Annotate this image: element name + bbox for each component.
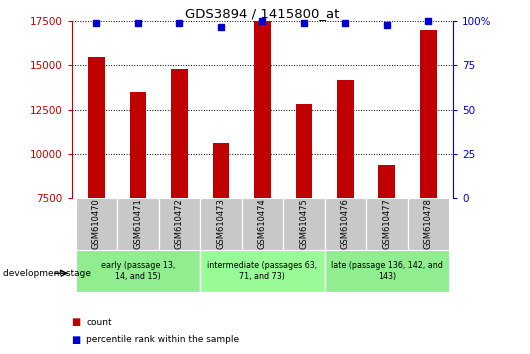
Text: GSM610472: GSM610472: [175, 199, 184, 249]
Bar: [130, 92, 146, 198]
Bar: [242, 198, 283, 250]
Text: GSM610473: GSM610473: [216, 199, 225, 249]
Bar: [254, 21, 271, 198]
Bar: [337, 80, 354, 198]
Bar: [76, 198, 117, 250]
Text: intermediate (passages 63,
71, and 73): intermediate (passages 63, 71, and 73): [207, 261, 317, 280]
Text: ■: ■: [72, 317, 81, 327]
Text: early (passage 13,
14, and 15): early (passage 13, 14, and 15): [101, 261, 175, 280]
Text: GSM610474: GSM610474: [258, 199, 267, 249]
Text: GSM610476: GSM610476: [341, 199, 350, 249]
Bar: [76, 250, 200, 292]
Bar: [420, 30, 437, 198]
Text: count: count: [86, 318, 112, 327]
Bar: [117, 198, 158, 250]
Bar: [283, 198, 324, 250]
Text: development stage: development stage: [3, 269, 91, 278]
Text: GSM610478: GSM610478: [424, 199, 433, 249]
Bar: [366, 198, 408, 250]
Bar: [213, 143, 229, 198]
Bar: [378, 165, 395, 198]
Text: GSM610477: GSM610477: [382, 199, 391, 249]
Bar: [200, 198, 242, 250]
Text: ■: ■: [72, 335, 81, 345]
Bar: [171, 69, 188, 198]
Text: GSM610471: GSM610471: [134, 199, 143, 249]
Bar: [200, 250, 324, 292]
Bar: [324, 250, 449, 292]
Bar: [324, 198, 366, 250]
Text: GSM610470: GSM610470: [92, 199, 101, 249]
Text: percentile rank within the sample: percentile rank within the sample: [86, 335, 240, 344]
Bar: [88, 57, 105, 198]
Bar: [408, 198, 449, 250]
Bar: [158, 198, 200, 250]
Text: GSM610475: GSM610475: [299, 199, 308, 249]
Bar: [296, 104, 312, 198]
Text: late (passage 136, 142, and
143): late (passage 136, 142, and 143): [331, 261, 443, 280]
Title: GDS3894 / 1415800_at: GDS3894 / 1415800_at: [185, 7, 340, 20]
